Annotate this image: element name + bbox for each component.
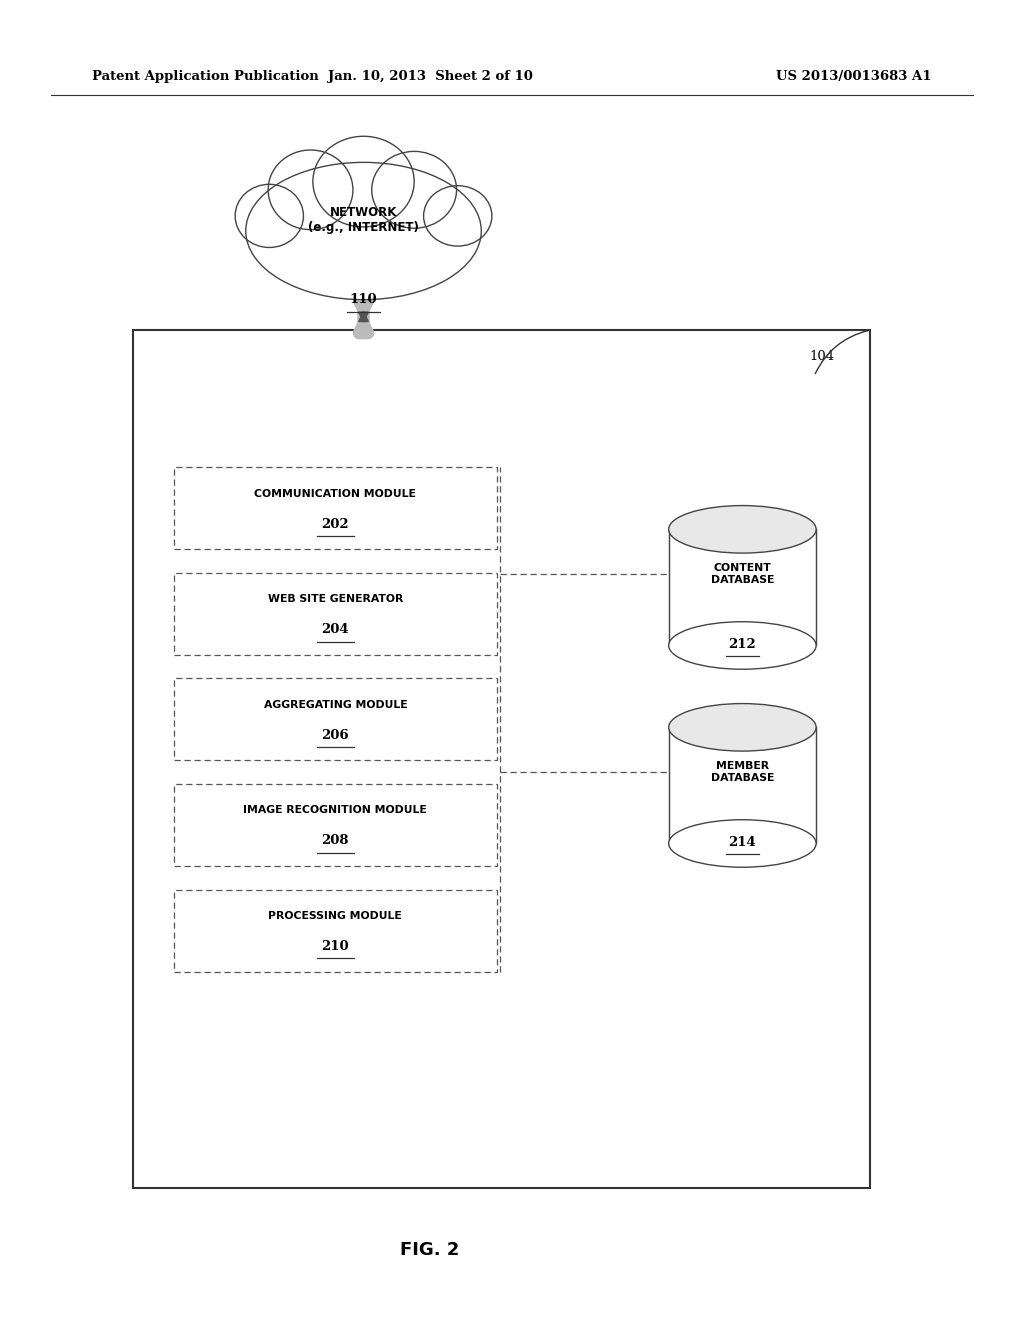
Text: 210: 210 — [322, 940, 349, 953]
Text: 104: 104 — [809, 350, 835, 363]
Bar — [174, 784, 497, 866]
Text: 212: 212 — [728, 638, 757, 651]
Ellipse shape — [424, 186, 492, 246]
Bar — [174, 678, 497, 760]
Text: 202: 202 — [322, 517, 349, 531]
Text: FIG. 2: FIG. 2 — [400, 1241, 460, 1259]
Ellipse shape — [246, 162, 481, 300]
Ellipse shape — [252, 172, 475, 290]
Bar — [174, 573, 497, 655]
Text: 206: 206 — [322, 729, 349, 742]
Ellipse shape — [669, 704, 816, 751]
Ellipse shape — [236, 185, 303, 247]
Text: AGGREGATING MODULE: AGGREGATING MODULE — [263, 700, 408, 710]
Text: Jan. 10, 2013  Sheet 2 of 10: Jan. 10, 2013 Sheet 2 of 10 — [328, 70, 532, 83]
Bar — [669, 529, 816, 645]
Text: 208: 208 — [322, 834, 349, 847]
Text: NETWORK
(e.g., INTERNET): NETWORK (e.g., INTERNET) — [308, 206, 419, 235]
Ellipse shape — [268, 150, 353, 230]
Bar — [174, 890, 497, 972]
Text: MEMBER
DATABASE: MEMBER DATABASE — [711, 762, 774, 783]
Text: Patent Application Publication: Patent Application Publication — [92, 70, 318, 83]
Bar — [174, 467, 497, 549]
Text: 110: 110 — [350, 293, 377, 306]
Text: US 2013/0013683 A1: US 2013/0013683 A1 — [776, 70, 932, 83]
Ellipse shape — [372, 152, 457, 228]
Ellipse shape — [669, 506, 816, 553]
Ellipse shape — [669, 622, 816, 669]
Text: 204: 204 — [322, 623, 349, 636]
Text: PROCESSING MODULE: PROCESSING MODULE — [268, 911, 402, 921]
Text: COMMUNICATION MODULE: COMMUNICATION MODULE — [254, 488, 417, 499]
Bar — [669, 727, 816, 843]
Ellipse shape — [313, 136, 414, 227]
Text: 214: 214 — [728, 836, 757, 849]
Text: IMAGE RECOGNITION MODULE: IMAGE RECOGNITION MODULE — [244, 805, 427, 816]
Text: WEB SITE GENERATOR: WEB SITE GENERATOR — [267, 594, 403, 605]
Ellipse shape — [669, 820, 816, 867]
Bar — [133, 330, 870, 1188]
Text: CONTENT
DATABASE: CONTENT DATABASE — [711, 564, 774, 585]
